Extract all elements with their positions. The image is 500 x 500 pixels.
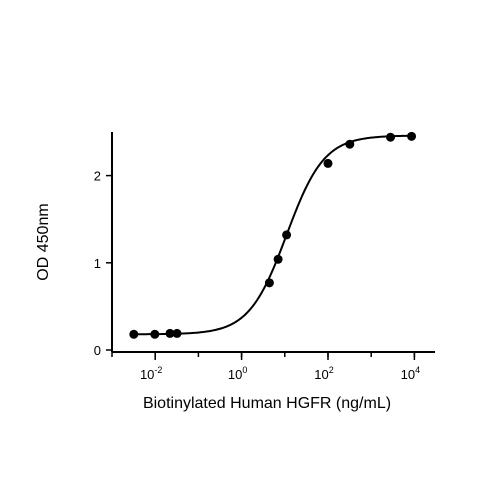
x-tick-label-base: 10 [140, 367, 154, 382]
data-point [345, 139, 355, 149]
y-ticks: 0 1 2 [94, 169, 112, 358]
data-points [129, 131, 417, 339]
x-tick-label: 10-2 [140, 365, 162, 382]
fit-curve-layer [133, 134, 412, 336]
x-tick-label: 102 [314, 365, 333, 382]
data-point [264, 278, 274, 288]
data-point [282, 230, 292, 240]
x-tick-label-exponent: -2 [154, 365, 162, 375]
x-tick-label-exponent: 2 [329, 365, 334, 375]
x-ticks: 10-2 100 102 104 [111, 352, 420, 382]
x-tick-label: 100 [228, 365, 247, 382]
y-tick-label: 2 [94, 169, 101, 184]
data-point [273, 254, 283, 264]
x-tick-label-base: 10 [228, 367, 242, 382]
data-point [407, 131, 417, 141]
data-point [129, 329, 139, 339]
x-axis-title: Biotinylated Human HGFR (ng/mL) [143, 395, 391, 412]
y-tick-label: 1 [94, 256, 101, 271]
fit-curve [133, 134, 412, 336]
x-tick-label-exponent: 4 [415, 365, 420, 375]
x-tick-label-base: 10 [401, 367, 415, 382]
data-point [150, 329, 160, 339]
data-point [386, 132, 396, 142]
x-tick-label-exponent: 0 [242, 365, 247, 375]
x-tick-label: 104 [401, 365, 420, 382]
y-axis-title: OD 450nm [35, 203, 52, 280]
data-point [165, 328, 175, 338]
x-tick-label-base: 10 [314, 367, 328, 382]
data-point [172, 328, 182, 338]
data-point [323, 158, 333, 168]
y-tick-label: 0 [94, 343, 101, 358]
